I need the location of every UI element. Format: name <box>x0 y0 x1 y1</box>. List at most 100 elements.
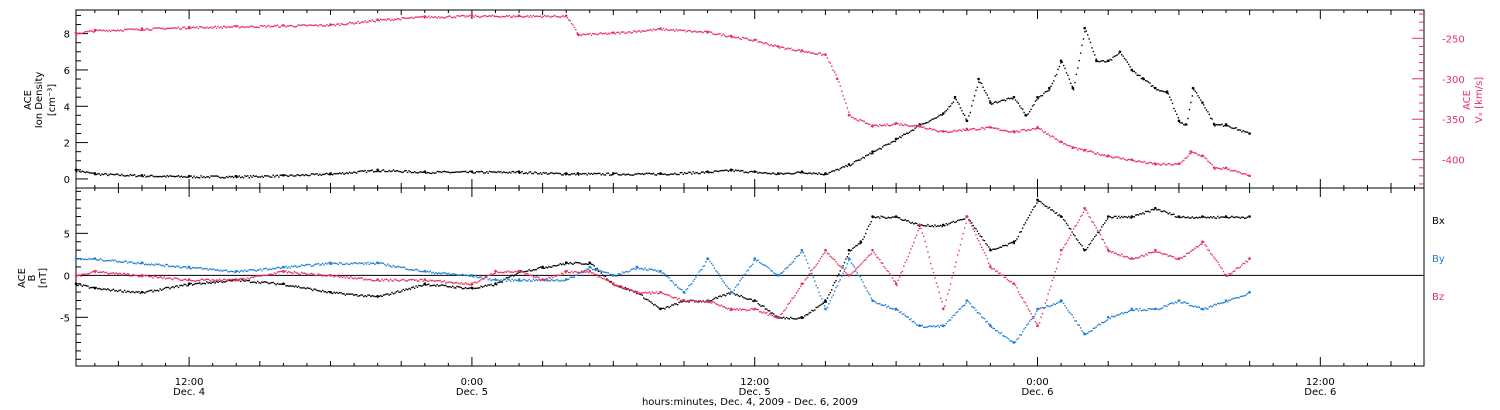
series-trace-dot <box>691 173 693 175</box>
series-trace-dot <box>821 255 823 258</box>
series-trace-dot <box>529 171 532 173</box>
series-trace-dot <box>1129 258 1131 260</box>
series-trace-dot <box>1037 97 1039 100</box>
series-trace-dot <box>498 16 501 18</box>
series-trace-dot <box>679 172 682 174</box>
series-trace-dot <box>939 224 942 227</box>
series-trace-dot <box>432 279 434 282</box>
series-trace-dot <box>1163 305 1165 307</box>
series-trace-dot <box>881 216 884 218</box>
series-trace-dot <box>364 294 366 297</box>
series-trace-dot <box>208 281 211 284</box>
y-tick-label-left: 2 <box>64 139 70 150</box>
series-trace-dot <box>491 171 494 173</box>
series-trace-dot <box>1095 326 1097 328</box>
series-trace-dot <box>945 322 948 325</box>
series-trace-dot <box>248 26 250 28</box>
series-trace-dot <box>365 171 368 174</box>
series-trace-dot <box>220 177 222 179</box>
data-point <box>1154 162 1157 166</box>
series-trace-dot <box>560 174 563 176</box>
series-trace-dot <box>725 307 727 309</box>
series-trace-dot <box>556 279 559 281</box>
data-point <box>1248 257 1251 260</box>
series-trace-dot <box>186 267 188 269</box>
series-trace-dot <box>1224 216 1226 218</box>
series-trace-dot <box>132 28 134 30</box>
series-trace-dot <box>1064 243 1066 246</box>
series-trace-dot <box>945 109 948 112</box>
series-trace-dot <box>1235 170 1237 172</box>
series-trace-dot <box>993 268 996 270</box>
series-trace-dot <box>1130 309 1133 312</box>
series-trace-dot <box>302 24 304 26</box>
series-trace-dot <box>254 275 256 278</box>
series-trace-dot <box>784 318 786 320</box>
series-trace-dot <box>1017 131 1020 133</box>
series-trace-dot <box>320 263 323 266</box>
series-trace-dot <box>562 273 564 275</box>
series-trace-dot <box>183 175 185 178</box>
series-trace-dot <box>1139 212 1141 215</box>
series-trace-dot <box>272 267 274 270</box>
series-trace-dot <box>831 296 833 299</box>
series-trace-dot <box>1067 224 1069 227</box>
data-point <box>659 27 662 30</box>
series-trace-dot <box>596 274 598 276</box>
series-trace-dot <box>531 172 533 175</box>
series-trace-dot <box>493 171 495 173</box>
series-trace-dot <box>976 230 979 232</box>
series-trace-dot <box>158 290 160 292</box>
series-trace-dot <box>805 172 808 175</box>
series-trace-dot <box>1218 264 1220 266</box>
series-trace-dot <box>404 289 406 292</box>
series-trace-dot <box>241 279 243 281</box>
series-trace-dot <box>720 295 723 298</box>
series-trace-dot <box>546 278 549 280</box>
series-trace-dot <box>828 294 830 296</box>
series-trace-dot <box>507 15 509 17</box>
series-trace-dot <box>1088 150 1090 152</box>
series-trace-dot <box>289 285 291 287</box>
series-trace-dot <box>821 298 823 300</box>
series-trace-dot <box>278 270 280 273</box>
series-trace-dot <box>1164 253 1167 255</box>
series-trace-dot <box>556 274 559 276</box>
series-trace-dot <box>596 172 598 175</box>
series-trace-dot <box>1235 216 1237 218</box>
series-trace-dot <box>158 175 160 178</box>
series-trace-dot <box>552 276 554 279</box>
series-trace-dot <box>928 325 931 327</box>
data-point <box>329 290 332 294</box>
series-trace-dot <box>462 283 464 285</box>
series-trace-dot <box>825 301 827 303</box>
x-tick-label-time: 0:00 <box>1026 377 1048 388</box>
data-point <box>74 257 78 260</box>
series-trace-dot <box>1034 128 1037 130</box>
series-trace-dot <box>623 31 625 33</box>
series-trace-dot <box>1232 297 1235 300</box>
series-trace-dot <box>814 53 816 55</box>
series-trace-dot <box>654 29 656 31</box>
series-trace-dot <box>334 24 337 27</box>
series-trace-dot <box>1236 129 1239 131</box>
series-trace-dot <box>488 15 491 17</box>
series-trace-dot <box>512 280 515 282</box>
series-trace-dot <box>992 268 994 270</box>
series-trace-dot <box>307 287 310 290</box>
series-trace-dot <box>594 268 597 270</box>
series-trace-dot <box>593 33 595 35</box>
series-trace-dot <box>627 31 629 33</box>
series-trace-dot <box>734 169 737 171</box>
series-trace-dot <box>90 286 92 289</box>
series-trace-dot <box>746 37 748 39</box>
series-trace-dot <box>286 175 289 177</box>
series-trace-dot <box>433 280 436 282</box>
series-trace-dot <box>865 287 867 289</box>
series-trace-dot <box>688 285 690 287</box>
series-trace-dot <box>1062 218 1065 221</box>
series-trace-dot <box>668 29 670 32</box>
series-trace-dot <box>749 39 751 42</box>
series-trace-dot <box>453 287 455 289</box>
series-trace-dot <box>975 129 977 131</box>
